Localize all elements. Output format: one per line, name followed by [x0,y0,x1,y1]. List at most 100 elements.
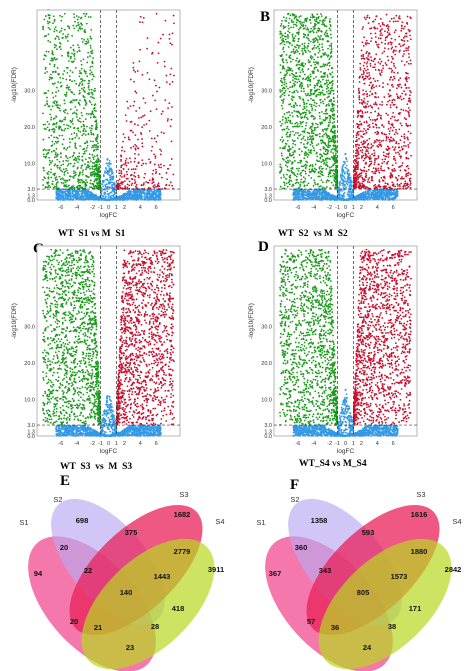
point-down [283,94,286,97]
point-up [155,185,157,188]
point-down [301,78,304,80]
point-down [48,163,51,166]
point-up [132,104,135,107]
point-ns [338,196,341,199]
point-down [302,176,305,179]
point-ns [77,195,79,198]
point-down [64,179,66,182]
point-down [92,173,95,176]
point-down [293,160,296,162]
point-down [44,72,47,75]
point-down [282,16,285,19]
point-ns [109,186,112,189]
point-down [92,183,95,186]
point-ns [104,186,107,188]
point-down [289,160,291,162]
point-ns [113,183,116,186]
point-ns [92,198,94,201]
point-ns [80,195,83,198]
point-down [321,111,323,113]
point-down [88,127,91,129]
point-down [77,161,79,164]
point-ns [73,196,76,198]
point-down [92,140,94,143]
point-down [92,107,95,110]
point-down [89,160,92,163]
point-down [62,73,64,76]
point-down [310,27,313,30]
point-down [94,120,96,123]
y-tick-label: 0.0 [27,198,35,204]
point-down [91,65,94,68]
point-down [334,140,337,143]
point-down [282,48,284,50]
point-down [57,36,60,38]
point-down [78,179,80,182]
point-up [140,116,143,119]
point-down [54,172,57,175]
point-down [56,153,59,156]
point-up [136,147,139,150]
point-down [289,131,292,133]
point-down [316,88,319,91]
point-down [304,163,307,166]
point-down [290,170,293,172]
point-down [291,139,294,141]
point-up [123,180,126,183]
point-down [85,179,87,182]
point-down [315,102,318,105]
point-down [312,31,315,34]
point-ns [380,189,383,192]
point-down [307,77,310,80]
point-down [89,44,92,47]
point-down [70,121,73,124]
point-down [292,40,295,42]
point-ns [107,170,110,172]
point-down [92,156,95,159]
point-ns [333,199,336,201]
point-down [51,140,54,143]
point-ns [108,192,111,195]
point-down [281,107,284,110]
point-ns [303,191,306,194]
point-down [287,87,289,90]
point-down [90,174,93,177]
y-tick-label: 1.3 [27,193,35,199]
point-down [296,50,299,53]
point-up [165,184,168,187]
point-down [279,138,282,141]
point-ns [147,196,149,199]
point-down [302,27,305,30]
point-ns [300,196,302,198]
point-down [299,75,302,77]
point-down [65,78,68,81]
point-ns [323,198,326,200]
point-down [307,59,310,62]
point-ns [389,193,392,195]
point-ns [370,191,373,194]
point-down [303,73,306,76]
point-down [298,66,301,69]
point-down [307,153,310,156]
point-down [302,181,305,184]
point-down [76,18,79,21]
point-down [79,99,81,102]
point-down [320,34,322,37]
point-ns [107,182,110,185]
point-down [58,175,61,178]
point-down [78,49,81,52]
point-down [91,161,94,164]
panel-letter-f: F [290,477,300,493]
plot-frame [36,9,181,201]
point-down [327,68,330,71]
point-ns [391,192,394,195]
point-down [315,122,317,125]
point-down [322,48,324,51]
point-down [80,125,83,128]
point-up [157,182,160,185]
point-down [281,187,284,190]
point-down [304,34,307,37]
point-down [89,172,92,175]
point-down [46,20,49,23]
point-down [50,116,53,119]
